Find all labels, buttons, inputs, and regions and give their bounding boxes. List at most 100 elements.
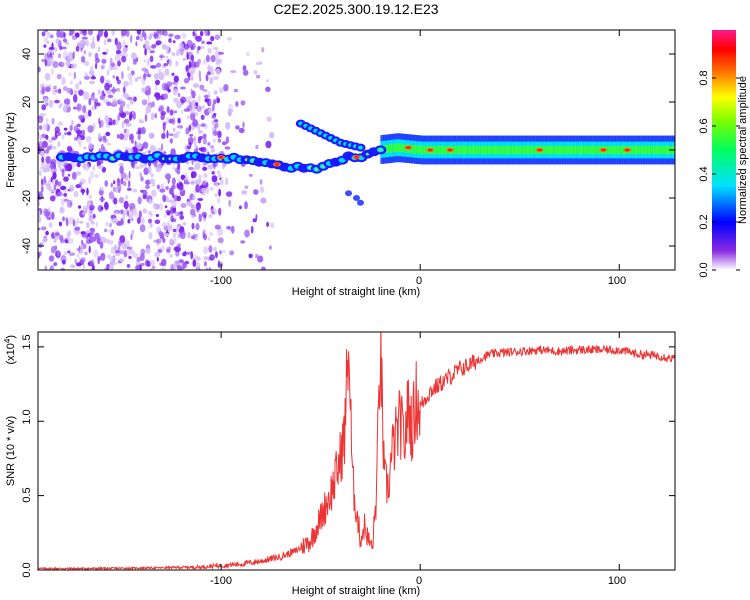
noise-speck (57, 121, 64, 127)
noise-speck (65, 59, 71, 67)
noise-speck (180, 86, 186, 90)
noise-speck (155, 62, 162, 68)
noise-speck (210, 145, 214, 149)
noise-speck (50, 68, 55, 75)
noise-speck (214, 251, 218, 259)
noise-speck (207, 142, 211, 146)
noise-speck (112, 75, 116, 79)
noise-speck (46, 217, 52, 220)
noise-speck (79, 80, 82, 85)
noise-speck (123, 92, 129, 99)
noise-speck (61, 169, 65, 178)
noise-speck (141, 77, 146, 86)
bottom-plot-frame (37, 331, 676, 571)
noise-speck (45, 156, 51, 164)
noise-speck (120, 112, 127, 119)
band-segment (397, 143, 402, 152)
noise-speck (210, 232, 213, 236)
noise-speck (97, 165, 104, 170)
noise-speck (191, 90, 196, 99)
noise-speck (128, 170, 131, 179)
noise-speck (198, 174, 202, 179)
noise-speck (221, 163, 226, 170)
band-segment (423, 145, 428, 155)
noise-speck (190, 54, 195, 62)
noise-speck (129, 133, 134, 141)
noise-speck (209, 186, 214, 191)
hot-spot (625, 148, 630, 152)
noise-speck (141, 67, 148, 72)
noise-speck (95, 62, 98, 70)
noise-speck (144, 113, 148, 122)
noise-speck (115, 211, 119, 215)
noise-speck (46, 145, 52, 151)
noise-speck (90, 41, 96, 49)
noise-speck (83, 50, 86, 55)
noise-speck (253, 70, 258, 75)
noise-speck (171, 72, 175, 77)
noise-speck (71, 264, 76, 269)
noise-speck (167, 224, 173, 232)
noise-speck (66, 199, 73, 208)
noise-speck (265, 140, 272, 149)
noise-speck (195, 261, 201, 270)
noise-speck (188, 60, 192, 69)
noise-speck (121, 55, 127, 63)
noise-speck (104, 82, 110, 91)
noise-speck (211, 211, 215, 215)
noise-speck (171, 177, 176, 186)
noise-speck (156, 238, 162, 244)
noise-speck (87, 109, 92, 117)
bottom-xtick-label-2: 100 (608, 575, 626, 587)
noise-speck (269, 131, 275, 139)
noise-speck (181, 33, 187, 39)
noise-speck (139, 172, 142, 178)
noise-speck (228, 199, 232, 207)
noise-speck (87, 233, 90, 237)
noise-speck (102, 62, 105, 69)
noise-speck (184, 43, 190, 50)
noise-speck (217, 237, 224, 244)
noise-speck (40, 226, 47, 231)
noise-speck (106, 101, 111, 107)
noise-speck (265, 86, 271, 93)
band-segment (588, 145, 593, 155)
band-segment (518, 145, 523, 155)
band-segment (559, 145, 564, 155)
noise-speck (99, 94, 105, 100)
snr-series-line (38, 332, 675, 570)
band-segment (411, 144, 416, 154)
noise-speck (155, 83, 158, 92)
noise-speck (41, 140, 48, 148)
noise-speck (122, 39, 126, 48)
bottom-ticks (38, 332, 675, 571)
noise-speck (203, 246, 209, 255)
band-segment (483, 145, 488, 155)
noise-speck (59, 45, 63, 51)
top-ticks (38, 30, 675, 270)
noise-speck (88, 216, 94, 223)
noise-speck (51, 117, 55, 125)
noise-speck (186, 145, 192, 150)
top-xtick-label-0: -100 (210, 275, 232, 287)
noise-speck (142, 194, 147, 200)
noise-speck (160, 245, 165, 252)
noise-speck (82, 263, 85, 270)
noise-speck (129, 78, 133, 86)
noise-speck (90, 228, 94, 237)
noise-speck (57, 141, 61, 147)
bottom-exponent-label: (x104) (3, 335, 17, 365)
noise-speck (73, 94, 78, 103)
band-segment (652, 145, 657, 155)
noise-speck (92, 213, 96, 219)
noise-speck (94, 98, 99, 105)
noise-speck (78, 205, 82, 209)
noise-speck (144, 48, 147, 56)
noise-speck (73, 106, 77, 110)
colorbar-tick-label-4: 0.8 (698, 70, 710, 85)
noise-speck (76, 123, 81, 128)
band-segment (514, 145, 519, 155)
noise-speck (190, 99, 197, 108)
noise-speck (179, 211, 184, 216)
